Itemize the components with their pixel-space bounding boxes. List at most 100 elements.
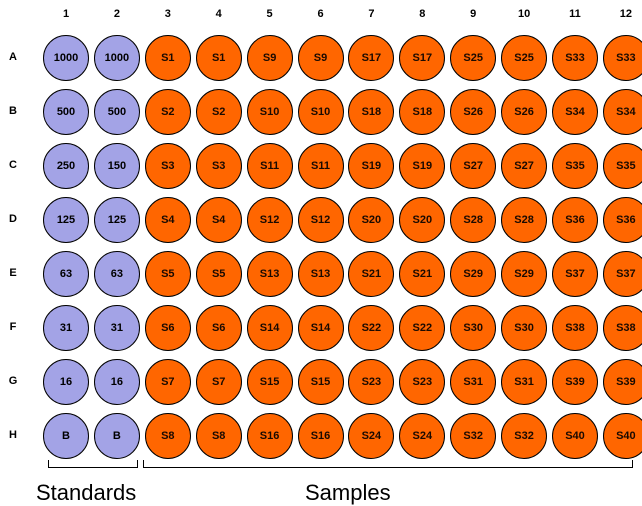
column-label: 3 — [164, 8, 171, 20]
sample-well: S23 — [399, 359, 446, 405]
sample-well: S14 — [246, 305, 293, 351]
sample-well: S26 — [501, 89, 548, 135]
sample-well: S9 — [297, 35, 344, 81]
standard-well: 1000 — [43, 35, 89, 81]
sample-well: S40 — [602, 413, 642, 459]
sample-well: S33 — [602, 35, 642, 81]
sample-well: S10 — [246, 89, 293, 135]
sample-well: S15 — [246, 359, 293, 405]
sample-well: S28 — [450, 197, 497, 243]
standard-well: 500 — [43, 89, 89, 135]
sample-well: S31 — [450, 359, 497, 405]
column-label: 8 — [419, 8, 426, 20]
row-label: F — [9, 321, 17, 333]
sample-well: S31 — [501, 359, 548, 405]
sample-well: S30 — [501, 305, 548, 351]
standard-well: 63 — [43, 251, 89, 297]
sample-well: S29 — [501, 251, 548, 297]
sample-well: S16 — [297, 413, 344, 459]
row-label: B — [9, 105, 17, 117]
column-label: 9 — [470, 8, 477, 20]
sample-well: S14 — [297, 305, 344, 351]
sample-well: S2 — [195, 89, 242, 135]
standard-well: 125 — [93, 197, 140, 243]
column-label: 10 — [517, 8, 531, 20]
sample-well: S33 — [552, 35, 598, 81]
sample-well: S22 — [348, 305, 395, 351]
sample-well: S3 — [144, 143, 191, 189]
column-label: 7 — [368, 8, 375, 20]
sample-well: S38 — [552, 305, 598, 351]
column-label: 5 — [266, 8, 273, 20]
standard-well: B — [43, 413, 89, 459]
row-label: C — [9, 159, 17, 171]
sample-well: S1 — [144, 35, 191, 81]
standard-well: 16 — [93, 359, 140, 405]
sample-well: S29 — [450, 251, 497, 297]
sample-well: S7 — [144, 359, 191, 405]
standard-well: 31 — [93, 305, 140, 351]
sample-well: S1 — [195, 35, 242, 81]
sample-well: S8 — [144, 413, 191, 459]
sample-well: S32 — [501, 413, 548, 459]
sample-well: S5 — [195, 251, 242, 297]
standards-bracket — [48, 460, 138, 468]
row-label: H — [9, 429, 17, 441]
sample-well: S20 — [348, 197, 395, 243]
sample-well: S6 — [195, 305, 242, 351]
row-label: G — [8, 375, 18, 387]
sample-well: S40 — [552, 413, 598, 459]
sample-well: S6 — [144, 305, 191, 351]
sample-well: S37 — [552, 251, 598, 297]
sample-well: S24 — [399, 413, 446, 459]
sample-well: S32 — [450, 413, 497, 459]
sample-well: S19 — [348, 143, 395, 189]
sample-well: S34 — [602, 89, 642, 135]
sample-well: S23 — [348, 359, 395, 405]
sample-well: S17 — [399, 35, 446, 81]
standards-label: Standards — [36, 480, 137, 505]
sample-well: S20 — [399, 197, 446, 243]
sample-well: S38 — [602, 305, 642, 351]
sample-well: S17 — [348, 35, 395, 81]
sample-well: S19 — [399, 143, 446, 189]
sample-well: S27 — [501, 143, 548, 189]
sample-well: S22 — [399, 305, 446, 351]
sample-well: S18 — [399, 89, 446, 135]
row-label: E — [9, 267, 17, 279]
sample-well: S36 — [602, 197, 642, 243]
sample-well: S24 — [348, 413, 395, 459]
sample-well: S26 — [450, 89, 497, 135]
sample-well: S4 — [195, 197, 242, 243]
column-label: 1 — [62, 8, 70, 20]
sample-well: S18 — [348, 89, 395, 135]
standard-well: 250 — [43, 143, 89, 189]
column-label: 12 — [619, 8, 633, 20]
sample-well: S13 — [246, 251, 293, 297]
sample-well: S37 — [602, 251, 642, 297]
sample-well: S16 — [246, 413, 293, 459]
sample-well: S2 — [144, 89, 191, 135]
sample-well: S21 — [399, 251, 446, 297]
sample-well: S28 — [501, 197, 548, 243]
standard-well: 63 — [93, 251, 140, 297]
sample-well: S25 — [450, 35, 497, 81]
samples-label: Samples — [305, 480, 391, 505]
standard-well: 125 — [43, 197, 89, 243]
standard-well: 16 — [43, 359, 89, 405]
sample-well: S34 — [552, 89, 598, 135]
sample-well: S13 — [297, 251, 344, 297]
sample-well: S21 — [348, 251, 395, 297]
column-label: 4 — [215, 8, 222, 20]
sample-well: S4 — [144, 197, 191, 243]
sample-well: S12 — [246, 197, 293, 243]
sample-well: S15 — [297, 359, 344, 405]
sample-well: S5 — [144, 251, 191, 297]
standard-well: B — [93, 413, 140, 459]
sample-well: S11 — [297, 143, 344, 189]
sample-well: S3 — [195, 143, 242, 189]
sample-well: S8 — [195, 413, 242, 459]
row-label: A — [9, 51, 17, 63]
sample-well: S36 — [552, 197, 598, 243]
sample-well: S35 — [602, 143, 642, 189]
